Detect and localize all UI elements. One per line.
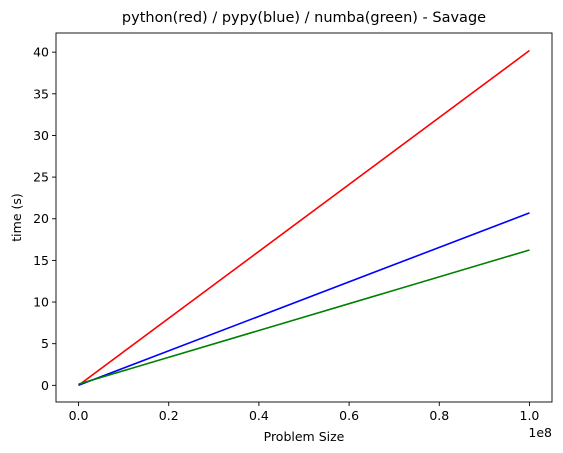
y-tick-label: 15 xyxy=(33,253,49,268)
x-axis: 0.0 0.2 0.4 0.6 0.8 1.0 xyxy=(69,402,540,423)
y-tick-label: 25 xyxy=(33,170,49,185)
x-tick-label: 0.2 xyxy=(159,408,179,423)
series-line-2 xyxy=(78,212,530,387)
series-line-3 xyxy=(78,249,530,385)
x-axis-label: Problem Size xyxy=(264,429,345,444)
x-tick-label: 1.0 xyxy=(520,408,540,423)
y-axis-label: time (s) xyxy=(9,193,24,241)
x-tick-label: 0.8 xyxy=(429,408,449,423)
y-tick-label: 10 xyxy=(33,295,49,310)
y-tick-label: 40 xyxy=(33,45,49,60)
y-tick-label: 20 xyxy=(33,211,49,226)
y-tick-label: 5 xyxy=(41,336,49,351)
x-axis-offset-label: 1e8 xyxy=(528,425,552,440)
series-layer xyxy=(78,49,530,387)
y-tick-label: 0 xyxy=(41,378,49,393)
plot-frame xyxy=(55,32,553,403)
y-axis: 0 5 10 15 20 25 30 35 40 xyxy=(33,45,56,393)
chart-title: python(red) / pypy(blue) / numba(green) … xyxy=(122,10,486,26)
x-tick-label: 0.4 xyxy=(249,408,269,423)
series-line-1 xyxy=(78,49,530,386)
x-tick-label: 0.6 xyxy=(339,408,359,423)
x-tick-label: 0.0 xyxy=(69,408,89,423)
y-tick-label: 30 xyxy=(33,128,49,143)
y-tick-label: 35 xyxy=(33,86,49,101)
